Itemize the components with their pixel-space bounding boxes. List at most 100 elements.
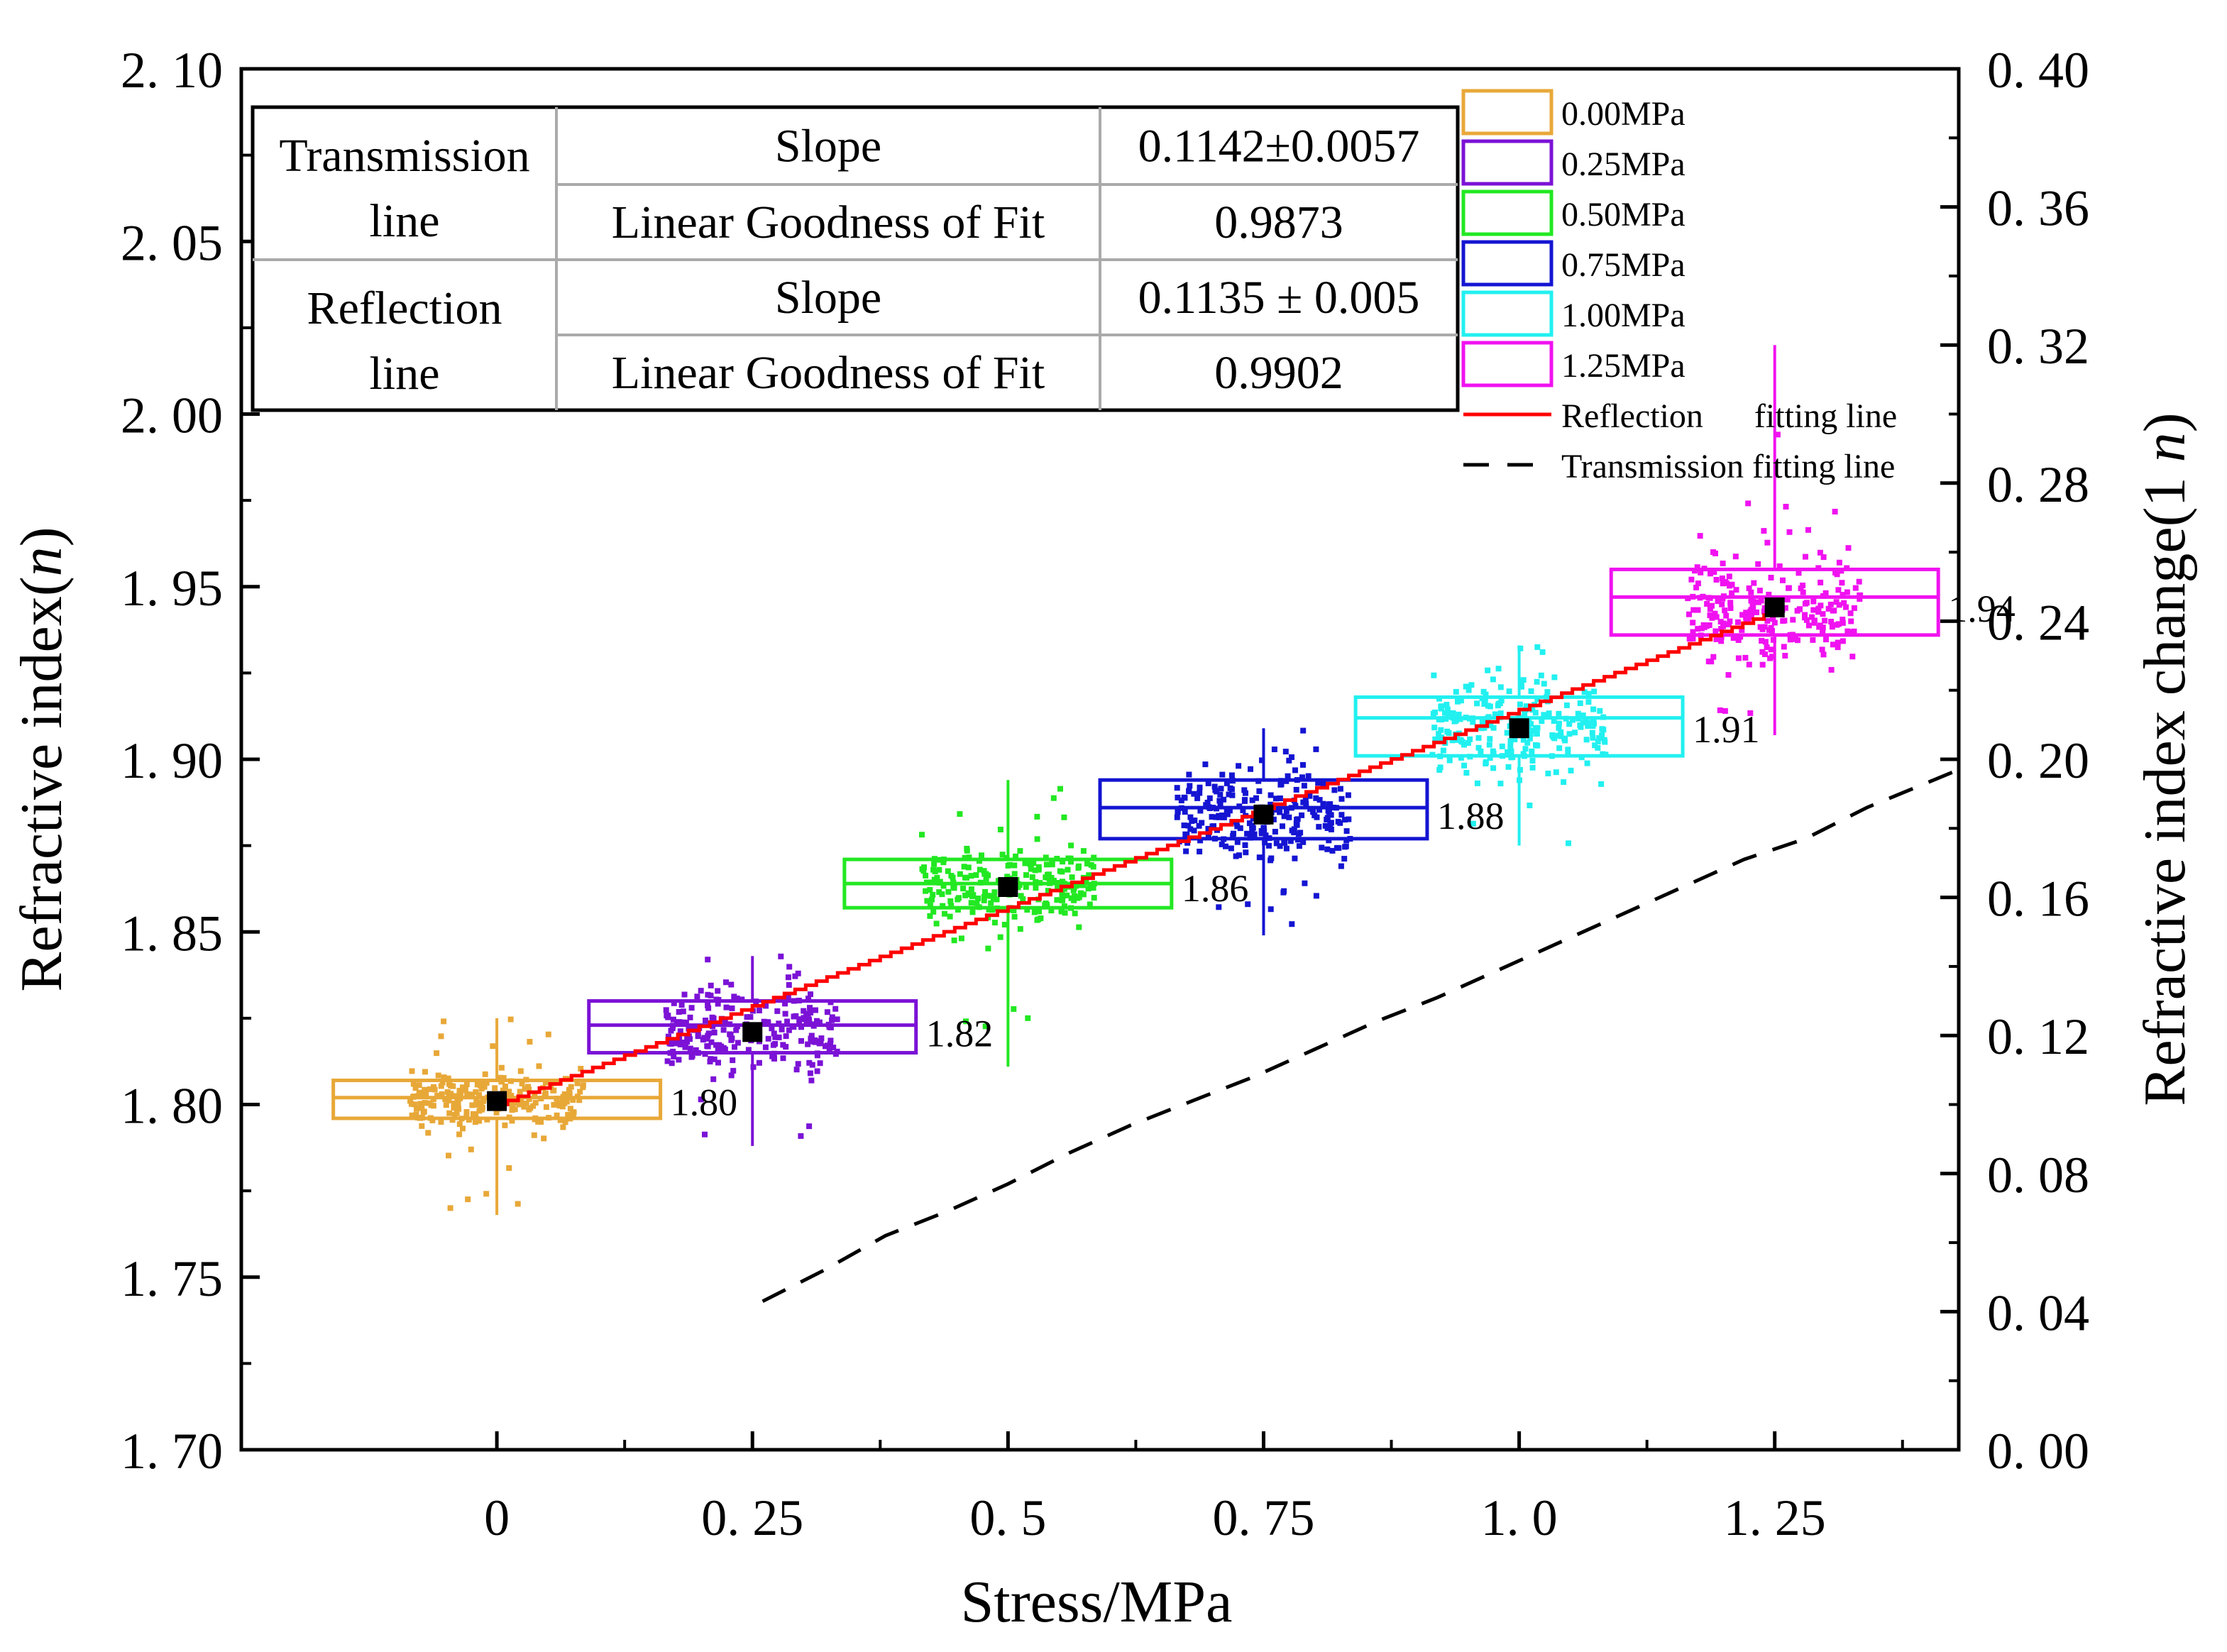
scatter-point [507, 1016, 514, 1023]
scatter-point [1277, 809, 1283, 815]
scatter-point [1313, 746, 1319, 752]
scatter-point [1823, 637, 1829, 643]
scatter-point [1289, 921, 1295, 927]
scatter-point [527, 1105, 534, 1111]
scatter-point [1481, 701, 1488, 707]
scatter-point [1175, 794, 1181, 800]
scatter-point [570, 1112, 576, 1118]
scatter-point [1735, 637, 1742, 643]
scatter-point [557, 1117, 563, 1123]
scatter-point [1277, 843, 1283, 849]
scatter-point [730, 1067, 737, 1074]
scatter-point [818, 1035, 825, 1042]
scatter-point [1840, 620, 1846, 626]
scatter-point [824, 1009, 830, 1015]
scatter-point [1303, 801, 1309, 807]
scatter-point [1851, 628, 1857, 634]
scatter-point [771, 1030, 777, 1037]
scatter-point [960, 886, 967, 892]
scatter-point [1771, 620, 1778, 626]
scatter-point [1068, 842, 1074, 849]
scatter-point [677, 1028, 683, 1035]
scatter-point [1743, 614, 1749, 620]
scatter-point [1541, 681, 1547, 687]
scatter-point [508, 1093, 515, 1098]
scatter-point [1822, 617, 1828, 624]
scatter-point [1013, 853, 1018, 859]
scatter-point [723, 979, 729, 986]
scatter-point [1803, 554, 1808, 560]
scatter-point [1590, 723, 1596, 729]
scatter-point [711, 1030, 717, 1036]
scatter-point [1011, 908, 1017, 913]
scatter-point [951, 937, 957, 944]
scatter-point [1710, 549, 1716, 555]
scatter-point [1848, 618, 1854, 624]
scatter-point [1236, 852, 1242, 859]
scatter-point [1794, 607, 1800, 614]
scatter-point [798, 1037, 804, 1044]
scatter-point [1034, 836, 1040, 842]
scatter-point [798, 1133, 804, 1139]
scatter-point [474, 1081, 480, 1088]
scatter-point [1250, 815, 1256, 822]
scatter-point [1558, 733, 1564, 739]
scatter-point [1449, 737, 1456, 744]
scatter-point [990, 896, 996, 902]
scatter-point [1022, 860, 1028, 866]
scatter-point [1070, 887, 1077, 893]
scatter-point [1835, 644, 1841, 651]
scatter-point [1820, 624, 1826, 631]
scatter-point [1569, 717, 1576, 723]
scatter-point [1693, 584, 1700, 590]
scatter-point [1212, 787, 1219, 793]
scatter-point [814, 1068, 820, 1074]
scatter-point [1712, 628, 1719, 634]
scatter-point [756, 1059, 762, 1066]
scatter-point [497, 1074, 503, 1081]
scatter-point [1577, 700, 1583, 706]
scatter-point [456, 1087, 463, 1094]
scatter-point [793, 1067, 800, 1073]
scatter-point [1320, 781, 1326, 787]
scatter-point [1836, 602, 1842, 608]
scatter-point [463, 1113, 470, 1119]
scatter-point [1226, 808, 1233, 814]
scatter-point [1833, 599, 1840, 605]
scatter-point [1529, 748, 1535, 754]
scatter-point [441, 1018, 447, 1025]
scatter-point [1224, 808, 1230, 815]
scatter-point [1527, 731, 1534, 737]
scatter-point [1709, 602, 1715, 609]
scatter-point [983, 871, 989, 877]
scatter-point [1337, 820, 1343, 826]
legend-label: Reflection fitting line [1561, 397, 1897, 435]
scatter-point [1463, 770, 1470, 776]
scatter-point [1256, 854, 1263, 861]
table-group-label: Reflection [307, 282, 502, 334]
y-left-tick-label: 2. 05 [121, 214, 223, 271]
scatter-point [1229, 792, 1236, 798]
scatter-point [1840, 617, 1846, 622]
scatter-point [1590, 706, 1597, 712]
scatter-point [670, 1039, 676, 1045]
scatter-point [956, 895, 962, 901]
scatter-point [1529, 727, 1535, 734]
scatter-point [1592, 742, 1598, 749]
scatter-point [1023, 872, 1029, 879]
scatter-point [964, 845, 970, 852]
scatter-point [1018, 893, 1024, 899]
scatter-point [1835, 587, 1842, 593]
scatter-point [805, 996, 811, 1002]
scatter-point [1243, 790, 1248, 796]
scatter-point [1796, 570, 1802, 576]
scatter-point [1512, 737, 1518, 742]
scatter-point [500, 1087, 506, 1094]
scatter-point [957, 811, 963, 817]
scatter-point [1088, 861, 1094, 868]
scatter-point [1739, 627, 1745, 633]
scatter-point [445, 1075, 451, 1081]
scatter-point [1800, 583, 1806, 588]
scatter-point [1563, 702, 1570, 708]
scatter-point [783, 1044, 789, 1050]
